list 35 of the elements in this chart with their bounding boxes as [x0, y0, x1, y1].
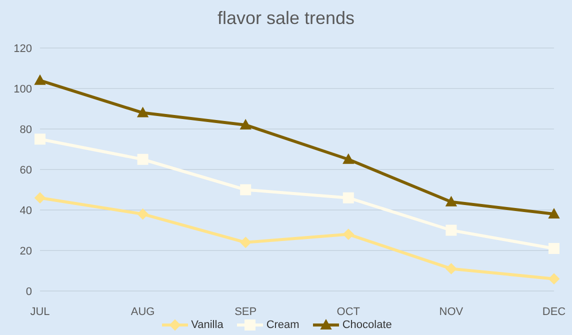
point [446, 196, 457, 206]
legend-label: Vanilla [190, 319, 224, 331]
point [240, 119, 252, 130]
point [240, 184, 252, 196]
legend-label: Chocolate [341, 319, 392, 331]
point [342, 228, 354, 240]
point [548, 273, 560, 284]
y-tick-label: 0 [26, 286, 32, 298]
point [137, 208, 148, 220]
point [240, 236, 252, 248]
y-tick-label: 60 [20, 164, 32, 176]
y-tick-label: 40 [20, 204, 32, 217]
point [548, 242, 560, 254]
point [446, 224, 457, 236]
y-tick-label: 120 [14, 42, 32, 55]
point [34, 74, 46, 85]
x-tick-label: DEC [542, 306, 566, 318]
point [342, 192, 354, 204]
y-tick-label: 100 [14, 83, 32, 96]
point [548, 208, 560, 219]
y-tick-label: 80 [20, 124, 32, 136]
point [446, 263, 457, 274]
point [342, 154, 354, 164]
x-tick-label: JUL [30, 306, 50, 318]
x-tick-label: AUG [130, 306, 155, 318]
legend-label: Cream [265, 319, 300, 331]
point [34, 134, 46, 145]
x-tick-label: OCT [336, 306, 360, 318]
chart-title: flavor sale trends [216, 8, 356, 29]
point [137, 154, 148, 165]
point [34, 192, 46, 204]
y-tick-label: 20 [20, 245, 32, 258]
x-tick-label: SEP [234, 306, 257, 318]
point [137, 107, 148, 118]
x-tick-label: NOV [439, 306, 464, 318]
